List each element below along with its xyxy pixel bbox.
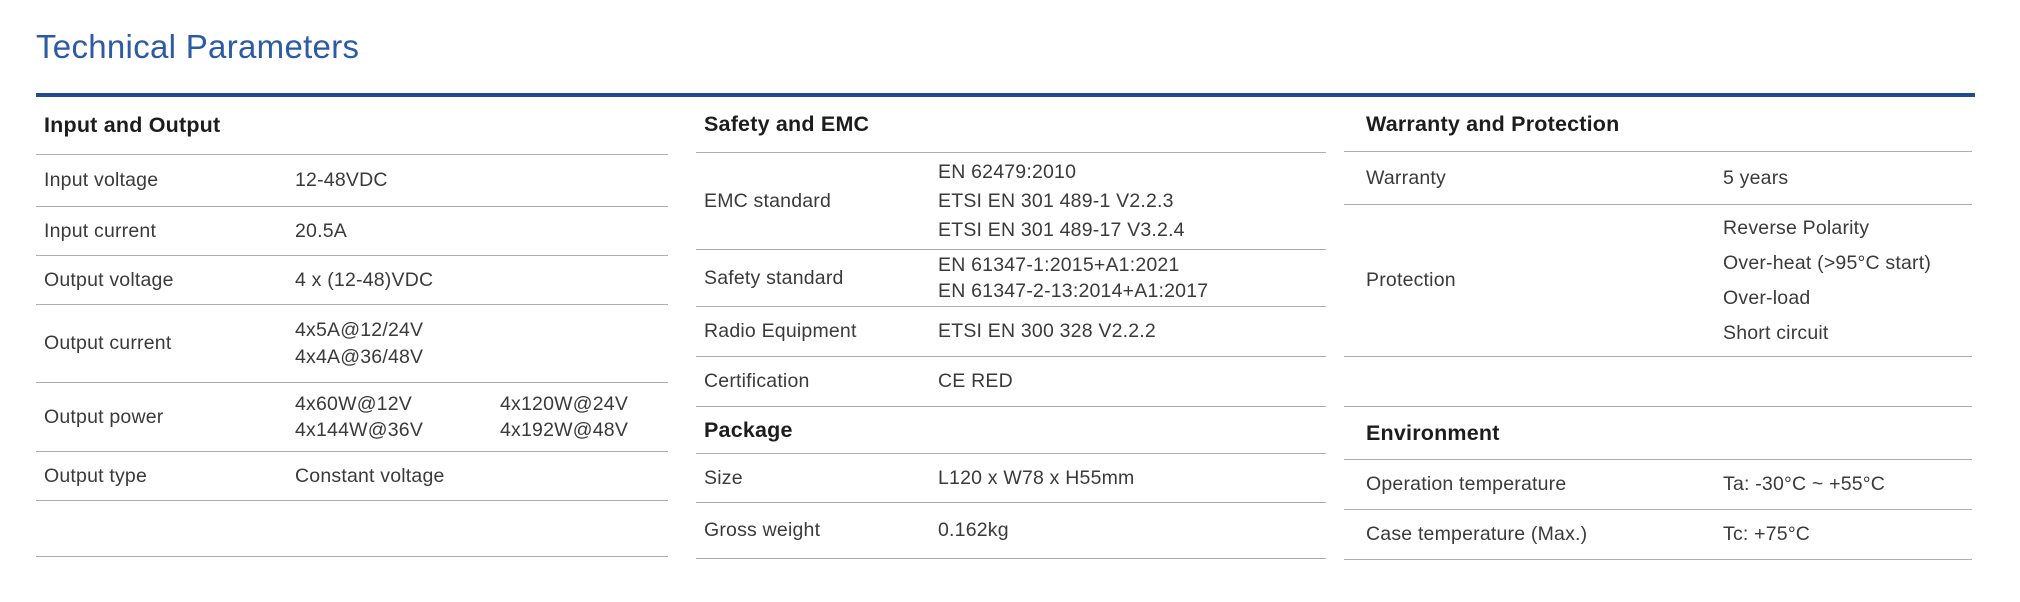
row-label: Output power <box>44 405 164 428</box>
row-value: Reverse Polarity Over-heat (>95°C start)… <box>1723 211 1972 351</box>
section-header-warranty-protection: Warranty and Protection <box>1344 97 1972 152</box>
row-input-current: Input current 20.5A <box>36 207 668 256</box>
row-size: Size L120 x W78 x H55mm <box>696 454 1326 503</box>
value-line: EN 61347-1:2015+A1:2021 <box>938 254 1180 276</box>
value-line: Reverse Polarity <box>1723 216 1870 239</box>
value-line: 4x4A@36/48V <box>295 345 424 368</box>
row-case-temperature: Case temperature (Max.) Tc: +75°C <box>1344 510 1972 560</box>
row-value: EN 61347-1:2015+A1:2021 EN 61347-2-13:20… <box>938 252 1326 304</box>
row-label: Size <box>704 466 743 489</box>
row-label: EMC standard <box>704 189 832 212</box>
value-cell: 4x120W@24V <box>500 393 629 415</box>
row-value: Constant voltage <box>295 464 445 487</box>
row-output-type: Output type Constant voltage <box>36 452 668 501</box>
row-label: Output type <box>44 464 148 487</box>
value-line: Over-heat (>95°C start) <box>1723 251 1932 274</box>
empty-row <box>36 501 668 557</box>
row-output-current: Output current 4x5A@12/24V 4x4A@36/48V <box>36 305 668 383</box>
section-header-safety-emc: Safety and EMC <box>696 97 1326 153</box>
row-operation-temperature: Operation temperature Ta: -30°C ~ +55°C <box>1344 460 1972 510</box>
value-cell: 4x144W@36V <box>295 419 424 441</box>
value-line: ETSI EN 301 489-1 V2.2.3 <box>938 189 1174 212</box>
row-value: 12-48VDC <box>295 169 388 191</box>
row-radio-equipment: Radio Equipment ETSI EN 300 328 V2.2.2 <box>696 307 1326 357</box>
row-value: L120 x W78 x H55mm <box>938 466 1135 489</box>
row-value: 4 x (12-48)VDC <box>295 268 434 291</box>
row-output-power: Output power 4x60W@12V 4x120W@24V 4x144W… <box>36 383 668 452</box>
row-label: Input voltage <box>44 169 159 191</box>
value-line: ETSI EN 301 489-17 V3.2.4 <box>938 218 1185 241</box>
row-label: Gross weight <box>704 519 821 541</box>
row-value: 20.5A <box>295 219 347 242</box>
row-gross-weight: Gross weight 0.162kg <box>696 503 1326 559</box>
empty-row <box>1344 357 1972 407</box>
section-header-environment: Environment <box>1344 407 1972 460</box>
row-label: Protection <box>1366 269 1456 291</box>
title-rule <box>36 93 1975 97</box>
column-warranty-environment: Warranty and Protection Warranty 5 years… <box>1344 97 1972 560</box>
row-input-voltage: Input voltage 12-48VDC <box>36 155 668 207</box>
row-value: 5 years <box>1723 166 1789 189</box>
row-label: Warranty <box>1366 166 1446 189</box>
row-value: Tc: +75°C <box>1723 523 1811 545</box>
value-cell: 4x60W@12V <box>295 393 412 415</box>
page-title: Technical Parameters <box>36 28 360 65</box>
column-safety-package: Safety and EMC EMC standard EN 62479:201… <box>696 97 1326 559</box>
value-cell: 4x192W@48V <box>500 419 629 441</box>
row-label: Radio Equipment <box>704 320 857 342</box>
row-label: Operation temperature <box>1366 473 1567 495</box>
section-header-input-output: Input and Output <box>36 97 668 155</box>
row-value: ETSI EN 300 328 V2.2.2 <box>938 320 1156 342</box>
row-label: Case temperature (Max.) <box>1366 523 1588 545</box>
row-protection: Protection Reverse Polarity Over-heat (>… <box>1344 205 1972 357</box>
value-line: EN 62479:2010 <box>938 160 1077 183</box>
row-value: 4x60W@12V 4x120W@24V 4x144W@36V 4x192W@4… <box>295 391 668 443</box>
row-output-voltage: Output voltage 4 x (12-48)VDC <box>36 256 668 305</box>
column-input-output: Input and Output Input voltage 12-48VDC … <box>36 97 668 557</box>
row-value: Ta: -30°C ~ +55°C <box>1723 473 1886 495</box>
row-value: CE RED <box>938 370 1013 392</box>
row-label: Output voltage <box>44 268 174 291</box>
value-line: 4x5A@12/24V <box>295 318 424 341</box>
row-warranty: Warranty 5 years <box>1344 152 1972 205</box>
value-line: Short circuit <box>1723 321 1829 344</box>
row-label: Output current <box>44 332 172 354</box>
value-line: Over-load <box>1723 286 1811 309</box>
row-label: Input current <box>44 219 157 242</box>
section-header-package: Package <box>696 407 1326 454</box>
value-line: EN 61347-2-13:2014+A1:2017 <box>938 280 1209 302</box>
row-value: 0.162kg <box>938 519 1009 541</box>
row-label: Certification <box>704 370 810 392</box>
row-certification: Certification CE RED <box>696 357 1326 407</box>
row-label: Safety standard <box>704 266 844 289</box>
row-emc-standard: EMC standard EN 62479:2010 ETSI EN 301 4… <box>696 153 1326 250</box>
row-value: 4x5A@12/24V 4x4A@36/48V <box>295 317 668 371</box>
row-safety-standard: Safety standard EN 61347-1:2015+A1:2021 … <box>696 250 1326 307</box>
row-value: EN 62479:2010 ETSI EN 301 489-1 V2.2.3 E… <box>938 158 1326 245</box>
